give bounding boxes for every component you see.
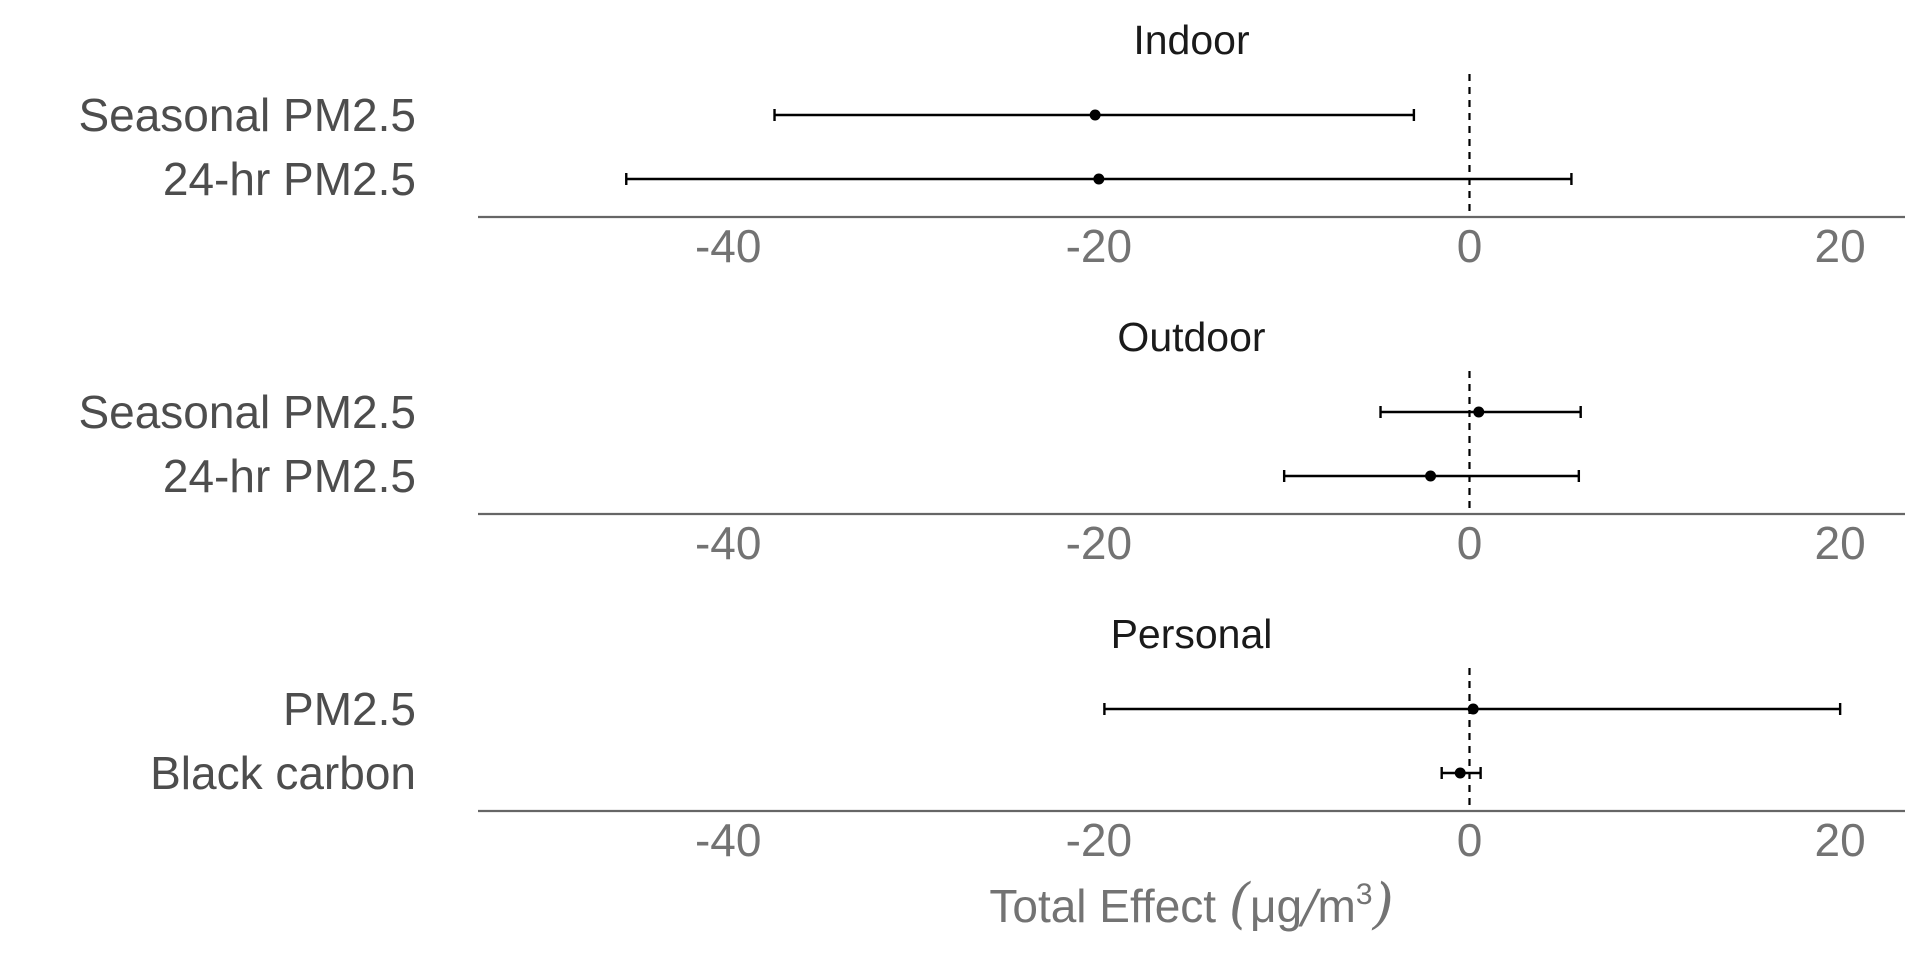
panel-title: Personal xyxy=(1111,611,1273,657)
row: Black carbon xyxy=(150,747,1482,799)
row: 24-hr PM2.5 xyxy=(163,153,1573,205)
x-tick-label: 0 xyxy=(1457,517,1483,569)
estimate-point xyxy=(1093,173,1105,185)
row: Seasonal PM2.5 xyxy=(78,89,1416,141)
x-tick-label: -40 xyxy=(695,220,761,272)
estimate-point xyxy=(1454,767,1466,779)
estimate-point xyxy=(1467,703,1479,715)
panel-title: Indoor xyxy=(1133,17,1249,63)
row: Seasonal PM2.5 xyxy=(78,386,1582,438)
x-tick-label: 20 xyxy=(1815,517,1866,569)
panel-indoor: Indoor Seasonal PM2.5 24-hr PM2.5 -40 -20 0 20 xyxy=(78,17,1905,272)
panel-personal: Personal PM2.5 Black carbon -40 -20 0 20 xyxy=(150,611,1905,866)
category-label: 24-hr PM2.5 xyxy=(163,450,416,502)
row: 24-hr PM2.5 xyxy=(163,450,1581,502)
x-tick-label: -40 xyxy=(695,517,761,569)
category-label: Black carbon xyxy=(150,747,416,799)
estimate-point xyxy=(1425,470,1437,482)
x-tick-label: 0 xyxy=(1457,220,1483,272)
x-tick-label: 20 xyxy=(1815,220,1866,272)
estimate-point xyxy=(1473,406,1485,418)
x-tick-label: -40 xyxy=(695,814,761,866)
panel-title: Outdoor xyxy=(1117,314,1265,360)
row: PM2.5 xyxy=(283,683,1842,735)
x-tick-label: 0 xyxy=(1457,814,1483,866)
category-label: 24-hr PM2.5 xyxy=(163,153,416,205)
panel-outdoor: Outdoor Seasonal PM2.5 24-hr PM2.5 -40 -20 0 2… xyxy=(78,314,1905,569)
category-label: PM2.5 xyxy=(283,683,416,735)
x-tick-label: 20 xyxy=(1815,814,1866,866)
x-tick-label: -20 xyxy=(1066,220,1132,272)
x-axis-title: Total Effect (μg/m3) xyxy=(989,872,1393,935)
x-tick-label: -20 xyxy=(1066,814,1132,866)
estimate-point xyxy=(1089,109,1101,121)
category-label: Seasonal PM2.5 xyxy=(78,89,416,141)
x-tick-label: -20 xyxy=(1066,517,1132,569)
category-label: Seasonal PM2.5 xyxy=(78,386,416,438)
